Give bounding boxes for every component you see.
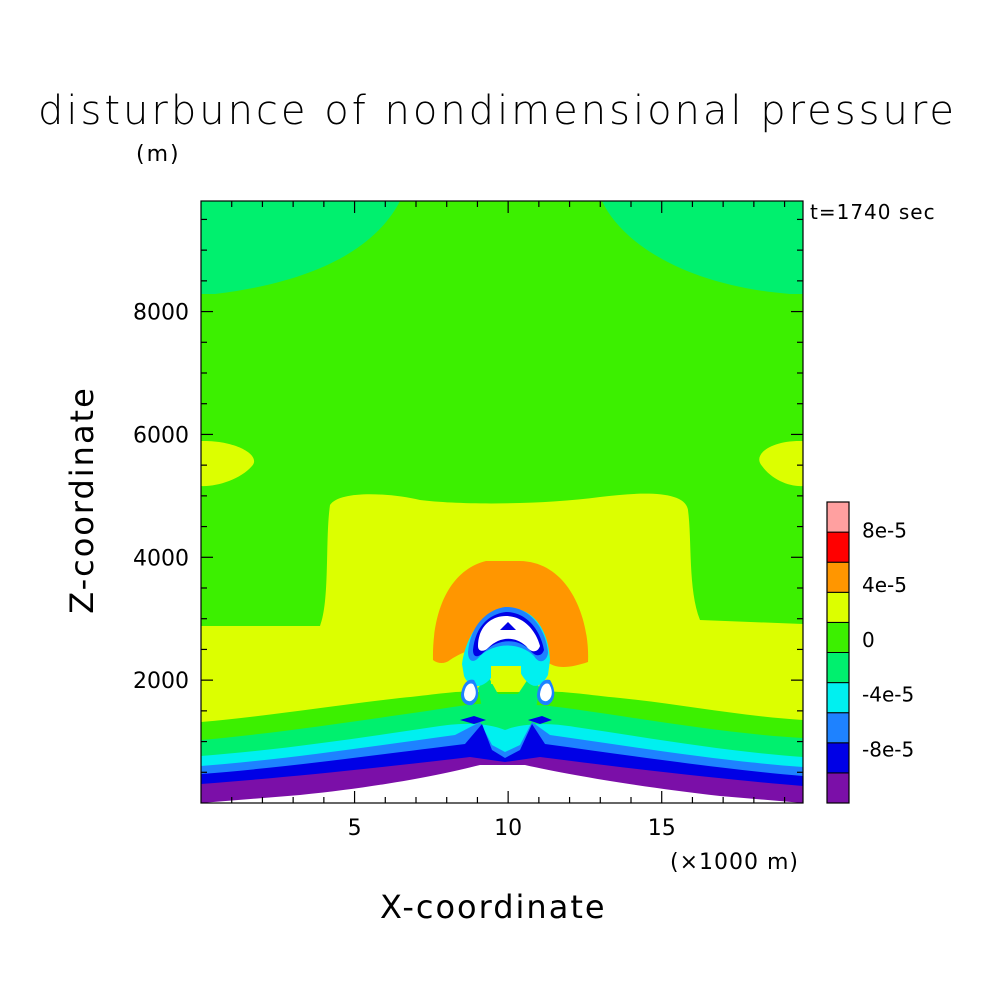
y-axis-unit: (m) [136,142,181,167]
colorbar-swatch [826,531,850,563]
y-tick-label: 2000 [133,669,189,694]
contour-field [201,201,803,803]
region-right-blob-core [540,683,552,702]
region-core-spot [500,622,516,630]
colorbar-swatch [826,652,850,684]
colorbar-label: 4e-5 [862,573,907,597]
colorbar-swatch [826,682,850,714]
x-tick-label: 15 [648,816,676,841]
colorbar-frame [826,501,850,804]
colorbar-label: -8e-5 [862,737,914,761]
colorbar-swatch [826,712,850,744]
terrain [201,765,803,803]
x-axis-label: X-coordinate [380,888,607,926]
chart-title: disturbunce of nondimensional pressure [38,88,957,134]
region-left-bulge [201,440,255,487]
x-tick-label: 10 [494,816,522,841]
region-core-white [478,616,540,652]
colorbar-swatch [826,621,850,654]
y-tick-label: 4000 [133,546,189,571]
colorbar: -8e-5 -4e-5 0 4e-5 8e-5 [826,501,914,804]
colorbar-swatch [826,772,850,804]
region-top-left-lobe [201,201,400,294]
colorbar-swatch [826,561,850,593]
colorbar-label: 8e-5 [862,518,907,542]
x-tick-label: 5 [348,816,362,841]
y-axis-label: Z-coordinate [63,386,101,614]
colorbar-label: -4e-5 [862,683,914,707]
time-label: t=1740 sec [810,200,936,224]
colorbar-swatch [826,501,850,533]
region-left-dash [460,716,486,724]
colorbar-swatch [826,591,850,623]
plot-frame [200,200,804,804]
region-right-bulge [759,440,803,487]
y-tick-label: 8000 [133,301,189,326]
colorbar-swatch [826,742,850,774]
colorbar-label: 0 [862,628,875,652]
region-top-right-lobe [602,201,803,294]
region-left-blob-core [464,683,476,702]
region-right-dash [528,716,552,724]
region-core-yellow [491,666,521,684]
region-core-green [478,676,540,718]
plot-axes: 5 10 15 2000 4000 6000 8000 [133,200,804,841]
y-tick-label: 6000 [133,423,189,448]
x-axis-unit: (×1000 m) [670,850,800,875]
